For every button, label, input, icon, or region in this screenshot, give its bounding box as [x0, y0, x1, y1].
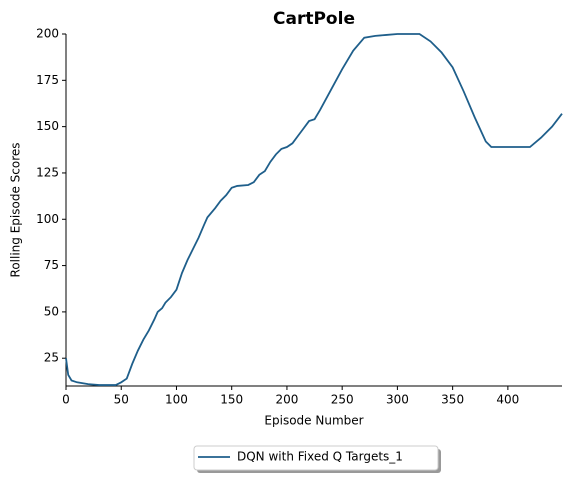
y-tick-label: 200 [36, 27, 59, 41]
x-tick-label: 250 [331, 393, 354, 407]
legend-label: DQN with Fixed Q Targets_1 [237, 450, 403, 464]
legend-box [193, 445, 439, 471]
y-tick-label: 125 [36, 165, 59, 179]
x-axis-label: Episode Number [264, 414, 363, 428]
y-tick-label: 50 [44, 304, 59, 318]
y-axis-label: Rolling Episode Scores [9, 143, 23, 278]
chart-title: CartPole [273, 9, 355, 29]
x-tick-label: 150 [220, 393, 243, 407]
x-tick-label: 200 [275, 393, 298, 407]
x-tick-label: 300 [386, 393, 409, 407]
y-tick-label: 175 [36, 73, 59, 87]
x-tick-label: 50 [114, 393, 129, 407]
x-tick-label: 350 [441, 393, 464, 407]
x-tick-label: 400 [496, 393, 519, 407]
y-tick-label: 75 [44, 258, 59, 272]
x-tick-label: 0 [62, 393, 70, 407]
y-tick-label: 25 [44, 351, 59, 365]
x-tick-label: 100 [165, 393, 188, 407]
legend [193, 445, 441, 473]
y-tick-label: 100 [36, 212, 59, 226]
y-tick-label: 150 [36, 119, 59, 133]
line-series [65, 33, 563, 386]
